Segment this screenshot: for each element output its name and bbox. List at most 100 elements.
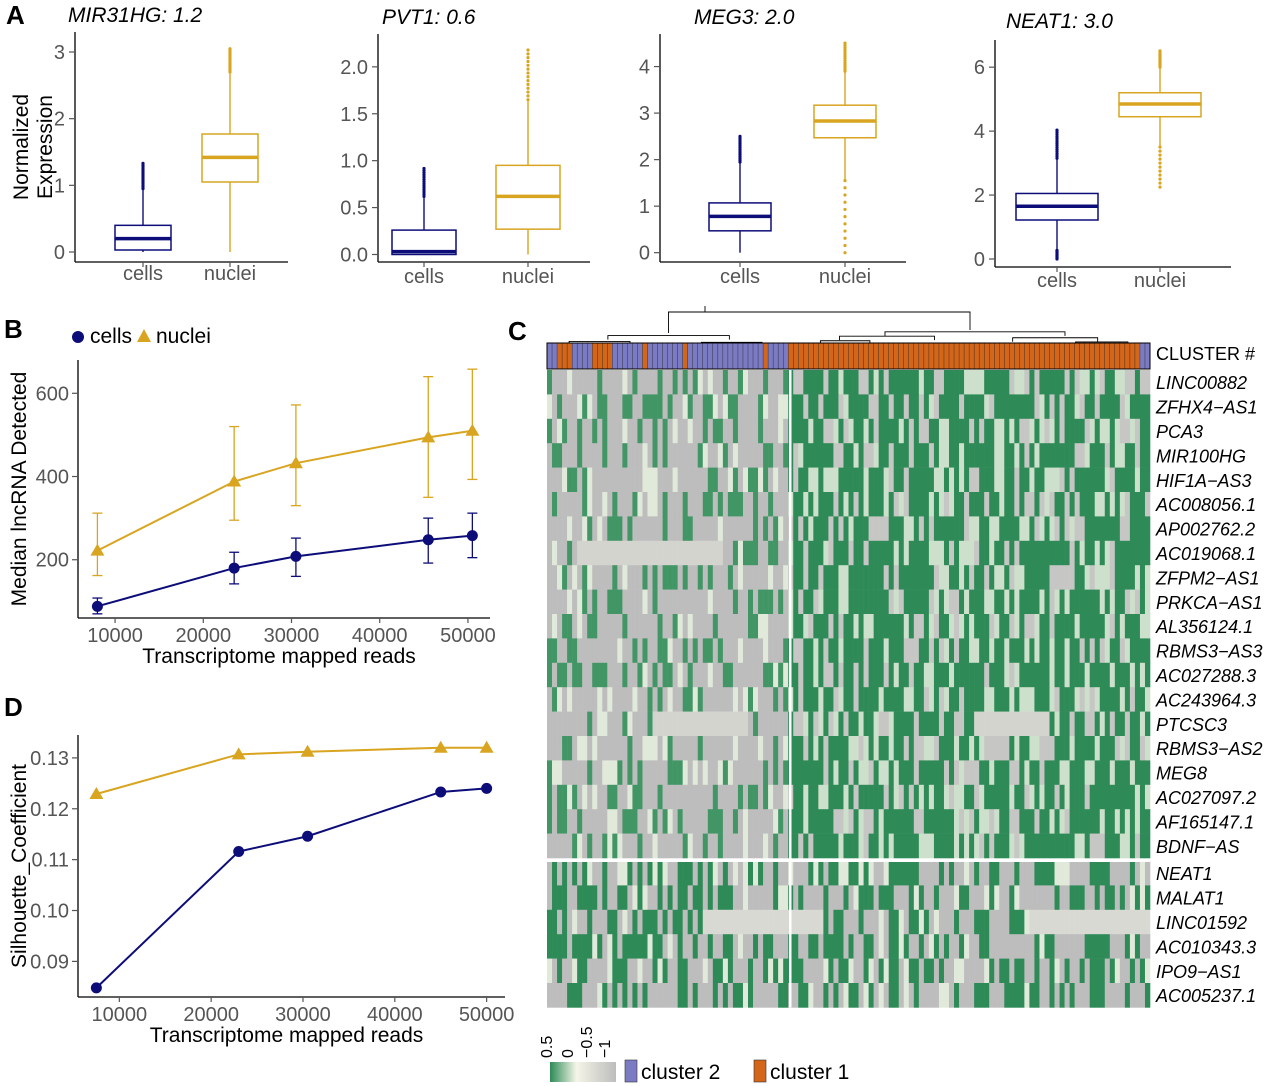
heatmap-cell <box>647 540 653 566</box>
heatmap-cell <box>928 736 935 761</box>
heatmap-cell <box>888 909 895 935</box>
heatmap-cell <box>672 516 678 542</box>
heatmap-cell <box>687 885 694 911</box>
heatmap-cell <box>818 809 824 834</box>
heatmap-cell <box>602 638 608 664</box>
heatmap-cell <box>873 394 879 420</box>
heatmap-cell <box>753 638 759 664</box>
heatmap-cell <box>652 662 658 688</box>
panel-d-x-tick-label: 40000 <box>367 1004 423 1026</box>
heatmap-cell <box>642 760 648 786</box>
y-tick-label: 1 <box>639 196 650 218</box>
heatmap-cell <box>828 958 834 984</box>
heatmap-cell <box>793 760 799 786</box>
heatmap-cell <box>702 885 709 911</box>
heatmap-cell <box>828 784 834 810</box>
heatmap-cell <box>989 662 995 688</box>
heatmap-cell <box>893 736 900 761</box>
heatmap-cell <box>737 934 744 959</box>
heatmap-cell <box>587 516 593 542</box>
heatmap-cell <box>712 516 719 542</box>
heatmap-cell <box>928 443 935 468</box>
heatmap-cell <box>913 516 920 542</box>
heatmap-cell <box>647 861 653 886</box>
heatmap-cell <box>1049 687 1055 712</box>
heatmap-cell <box>622 958 628 984</box>
heatmap-cell <box>632 784 638 810</box>
heatmap-cell <box>898 662 905 688</box>
heatmap-cell <box>1139 614 1146 639</box>
heatmap-cell <box>918 614 925 639</box>
heatmap-cell <box>1069 589 1075 615</box>
heatmap-cell <box>662 662 668 688</box>
heatmap-cell <box>1119 687 1126 712</box>
heatmap-cell <box>742 443 749 468</box>
heatmap-cell <box>898 565 905 590</box>
outlier-point <box>1158 149 1162 153</box>
heatmap-cell <box>637 760 643 786</box>
heatmap-cell <box>1084 565 1090 590</box>
heatmap-cell <box>642 614 648 639</box>
heatmap-cell <box>1129 467 1136 493</box>
heatmap-cell <box>1039 983 1045 1008</box>
heatmap-cell <box>682 516 688 542</box>
heatmap-cell <box>642 934 648 959</box>
heatmap-cell <box>923 833 930 859</box>
heatmap-cell <box>938 565 945 590</box>
heatmap-cell <box>808 467 814 493</box>
heatmap-cell <box>1114 885 1121 911</box>
heatmap-cell <box>712 885 719 911</box>
panel-letter-d: D <box>4 692 23 722</box>
heatmap-cell <box>1119 394 1126 420</box>
heatmap-cell <box>632 958 638 984</box>
heatmap-cell <box>607 614 613 639</box>
heatmap-cell <box>858 662 864 688</box>
heatmap-cell <box>808 492 814 517</box>
heatmap-cell <box>989 909 995 935</box>
cluster-annotation-cell <box>1014 342 1020 370</box>
heatmap-cell <box>727 934 734 959</box>
heatmap-cell <box>1009 833 1015 859</box>
heatmap-cell <box>1129 934 1136 959</box>
heatmap-cell <box>933 983 940 1008</box>
heatmap-cell <box>878 394 884 420</box>
heatmap-cell <box>1134 885 1141 911</box>
heatmap-cell <box>727 467 734 493</box>
heatmap-cell <box>1009 861 1015 886</box>
heatmap-cell <box>1104 589 1111 615</box>
heatmap-cell <box>1109 687 1116 712</box>
heatmap-cell <box>833 833 839 859</box>
heatmap-cell <box>763 614 769 639</box>
heatmap-cell <box>1089 467 1096 493</box>
heatmap-cell <box>597 861 603 886</box>
heatmap-cell <box>858 983 864 1008</box>
heatmap-cell <box>1119 638 1126 664</box>
heatmap-cell <box>597 394 603 420</box>
heatmap-cell <box>999 467 1005 493</box>
heatmap-cell <box>1144 540 1151 566</box>
heatmap-cell <box>597 809 603 834</box>
heatmap-cell <box>662 394 668 420</box>
heatmap-cell <box>758 784 764 810</box>
heatmap-cell <box>1099 589 1106 615</box>
heatmap-cell <box>627 958 633 984</box>
heatmap-cell <box>1029 958 1035 984</box>
heatmap-cell <box>803 492 809 517</box>
heatmap-cell <box>1024 540 1030 566</box>
heatmap-cell <box>1044 638 1050 664</box>
heatmap-cell <box>552 492 558 517</box>
heatmap-cell <box>873 418 879 444</box>
heatmap-cell <box>1119 809 1126 834</box>
heatmap-cell <box>1104 784 1111 810</box>
heatmap-cell <box>562 540 568 566</box>
heatmap-cell <box>999 443 1005 468</box>
heatmap-cell <box>838 394 844 420</box>
heatmap-cell <box>898 711 905 737</box>
heatmap-cell <box>938 443 945 468</box>
heatmap-cell <box>557 760 563 786</box>
heatmap-cell <box>632 565 638 590</box>
heatmap-cell <box>783 394 789 420</box>
heatmap-cell <box>692 934 699 959</box>
heatmap-cell <box>577 833 583 859</box>
heatmap-cell <box>1129 736 1136 761</box>
